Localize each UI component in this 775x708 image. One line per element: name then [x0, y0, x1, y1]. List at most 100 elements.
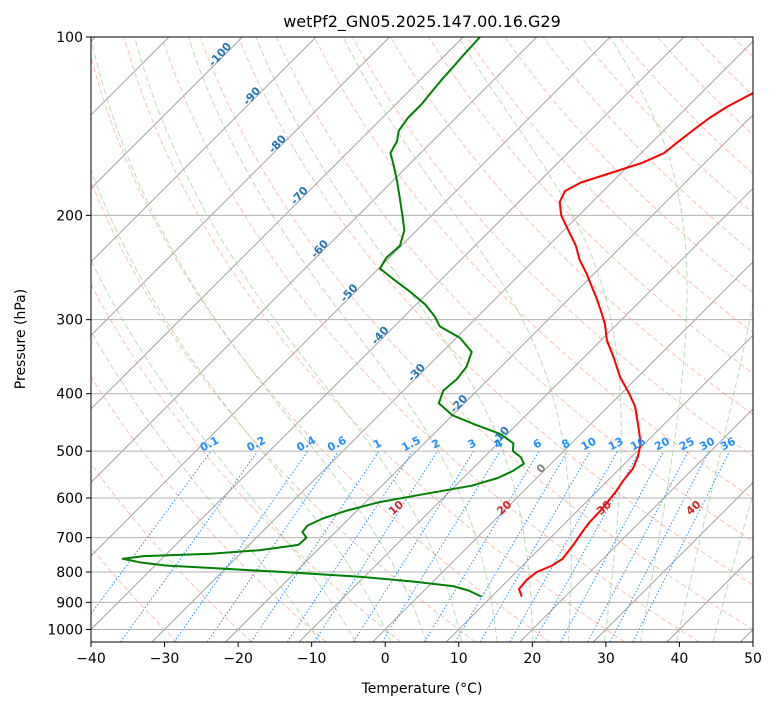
line-labels: 0.1 0.2 0.4 0.6 1 1.5 2 3 4 6 8 10 13 16 20 25 30 36-100-… [198, 40, 738, 518]
y-tick-label: 1000 [47, 622, 83, 638]
mixing-ratio-label: 30 [697, 435, 717, 454]
x-tick-label: 20 [523, 651, 541, 667]
isotherm-label: -100 [206, 40, 234, 69]
mixing-ratio-line [120, 450, 259, 642]
dry-adiabat-line [351, 37, 753, 457]
x-axis: −40 −30 −20 −10 0 10 20 30 40 50 [76, 642, 762, 667]
mixing-ratio-label: 16 [628, 435, 648, 454]
dry-adiabat-line [91, 462, 253, 642]
isotherm-line [91, 37, 611, 557]
mixing-ratio-line [533, 450, 641, 642]
mixing-ratio-line [423, 450, 540, 642]
dewpoint-profile [121, 37, 525, 598]
moist-adiabat-line [255, 37, 534, 642]
y-tick-label: 600 [56, 491, 83, 507]
isotherm-line [666, 555, 753, 642]
isotherm-label: -10 [489, 424, 512, 448]
y-tick-label: 400 [56, 387, 83, 403]
x-tick-label: 40 [671, 651, 689, 667]
dry-adiabat-line [772, 37, 775, 642]
isotherm-line [91, 37, 537, 484]
y-tick-label: 900 [56, 595, 83, 611]
moist-adiabat-line [676, 300, 753, 642]
moist-adiabat-line [609, 37, 688, 642]
dry-adiabat-line [504, 37, 753, 294]
moist-adiabat-line [187, 37, 498, 642]
x-tick-label: −10 [297, 651, 327, 667]
isotherm-line [91, 37, 685, 631]
dry-adiabat-line [275, 37, 753, 542]
isotherm-line [593, 481, 753, 642]
isotherm-line [225, 114, 753, 642]
mixing-ratio-line [250, 450, 380, 642]
isotherm-line [91, 37, 390, 337]
mixing-ratio-label: 1 [371, 436, 384, 451]
dry-adiabat-line [694, 37, 753, 97]
isotherm-line [91, 37, 317, 263]
mixing-ratio-line [206, 450, 339, 642]
dry-adiabat-line [91, 546, 178, 642]
dry-adiabat-line [123, 37, 625, 642]
mixing-ratio-line [286, 450, 414, 642]
moist-adiabat-label: 20 [494, 498, 514, 518]
dry-adiabat-line [161, 37, 700, 642]
isotherm-line [372, 261, 753, 642]
mixing-ratio-line [632, 450, 731, 642]
y-tick-label: 100 [56, 30, 83, 46]
x-tick-label: 0 [381, 651, 390, 667]
dry-adiabat-line [390, 37, 753, 416]
x-tick-label: −30 [150, 651, 180, 667]
x-tick-label: 30 [597, 651, 615, 667]
mixing-ratio-label: 10 [579, 435, 599, 454]
isotherm-line [445, 334, 753, 642]
isotherm-line [91, 37, 464, 410]
temperature-profile [518, 91, 753, 597]
dry-adiabat-line [237, 37, 753, 586]
mixing-ratio-line [313, 450, 438, 642]
mixing-ratio-line [587, 450, 689, 642]
mixing-ratio-line [609, 450, 710, 642]
moist-adiabat-label: 40 [683, 498, 703, 518]
mixing-ratio-label: 36 [718, 435, 738, 454]
plot-frame [90, 36, 754, 643]
mixing-ratio-label: 2 [429, 436, 442, 451]
moist-adiabat-line [342, 37, 572, 642]
isotherm-label: -20 [447, 392, 470, 416]
isotherm-label: -80 [266, 132, 289, 156]
dry-adiabat-line [313, 37, 753, 500]
dry-adiabat-line [466, 37, 753, 334]
isotherm-line [151, 40, 753, 642]
x-tick-label: −20 [223, 651, 253, 667]
moist-adiabat-line [134, 37, 463, 642]
dry-adiabat-line [91, 55, 551, 642]
moist-adiabat-line [91, 169, 392, 642]
isotherm-line [91, 37, 243, 190]
mixing-ratio-label: 25 [677, 435, 697, 454]
moist-adiabat-line [712, 492, 753, 642]
isotherm-label: -40 [369, 324, 392, 348]
isotherm-label: -50 [338, 281, 361, 305]
mixing-ratio-line [91, 450, 212, 615]
dry-adiabat-line [91, 180, 476, 642]
y-tick-label: 300 [56, 313, 83, 329]
x-axis-title: Temperature (°C) [361, 681, 483, 697]
mixing-ratio-line [454, 450, 568, 642]
mixing-ratio-line [381, 450, 501, 642]
x-tick-label: 50 [744, 651, 762, 667]
isotherm-label: -90 [240, 84, 263, 108]
isotherm-label: -30 [405, 361, 428, 385]
isotherm-label: -70 [288, 184, 311, 208]
y-tick-label: 800 [56, 565, 83, 581]
mixing-ratio-line [173, 450, 309, 642]
moist-adiabat-line [91, 259, 357, 642]
background-lines [91, 37, 775, 642]
y-tick-label: 700 [56, 531, 83, 547]
mixing-ratio-line [352, 450, 475, 642]
dry-adiabat-line [199, 37, 753, 630]
pressure-gridlines [91, 37, 753, 630]
mixing-ratio-label: 20 [652, 435, 672, 454]
mixing-ratio-label: 3 [466, 436, 479, 451]
dry-adiabat-line [91, 375, 327, 642]
isotherm-line [519, 408, 753, 642]
